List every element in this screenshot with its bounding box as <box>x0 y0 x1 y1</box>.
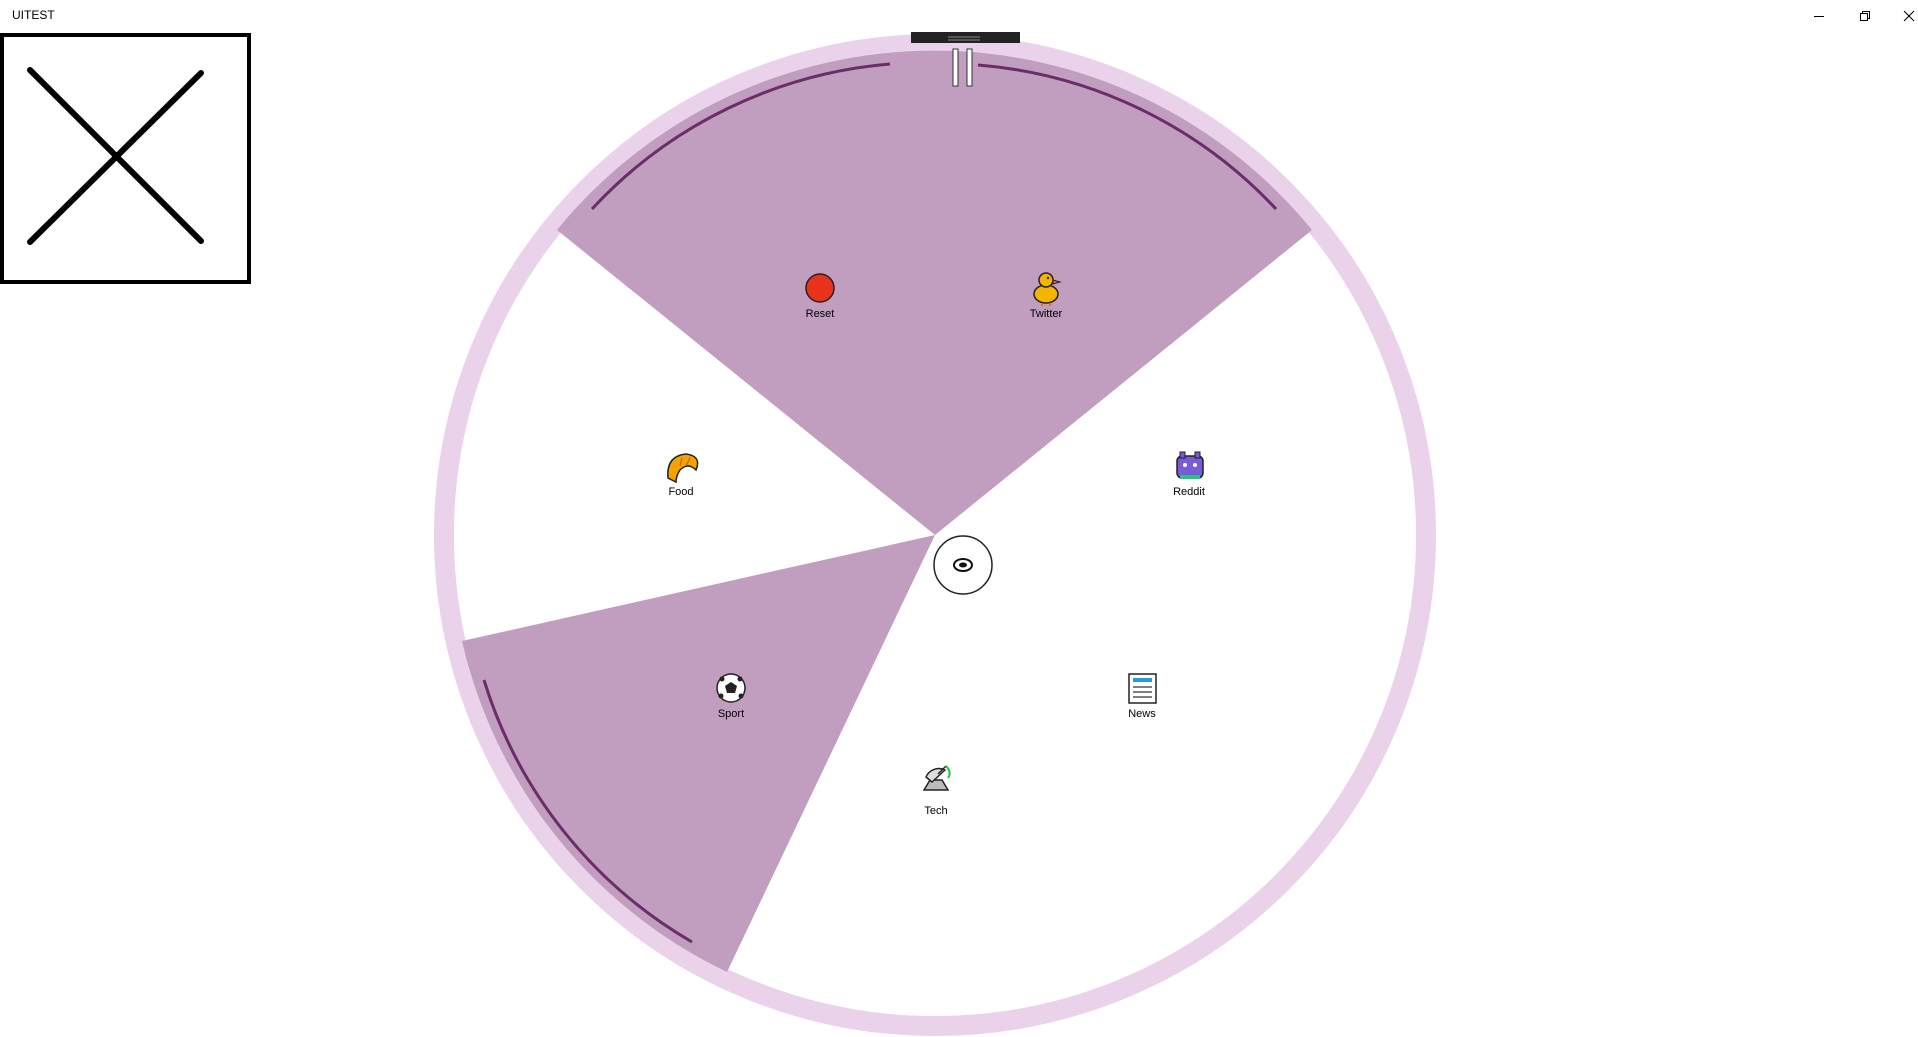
outer-ring <box>434 34 1436 1036</box>
menu-item-news-label: News <box>1128 708 1156 720</box>
red-circle-icon <box>805 273 835 303</box>
restore-button[interactable] <box>1842 0 1888 31</box>
newspaper-icon <box>1128 673 1157 704</box>
accent-arc-top-left <box>590 62 891 211</box>
menu-item-reddit-label: Reddit <box>1173 486 1205 498</box>
minimize-button[interactable] <box>1796 0 1842 31</box>
accent-arc-sport <box>482 679 693 944</box>
menu-item-reset[interactable]: Reset <box>805 273 835 320</box>
sector-top-selected[interactable] <box>557 50 1312 535</box>
image-placeholder <box>0 33 251 284</box>
menu-item-food[interactable]: Food <box>667 453 699 498</box>
title-bar: UITEST <box>0 0 1918 31</box>
pause-button[interactable] <box>952 48 973 87</box>
chick-icon <box>1033 272 1062 306</box>
center-button[interactable] <box>933 535 993 595</box>
menu-item-news[interactable]: News <box>1128 673 1157 720</box>
menu-item-tech-label: Tech <box>924 805 947 817</box>
close-icon <box>1903 10 1915 21</box>
minimize-icon <box>1814 15 1824 17</box>
broken-image-icon <box>0 33 251 284</box>
accent-arc-top-right <box>977 63 1278 211</box>
satellite-dish-icon <box>922 765 951 791</box>
app-title: UITEST <box>12 8 55 22</box>
alien-monster-icon <box>1176 451 1204 479</box>
menu-item-reddit[interactable]: Reddit <box>1173 451 1205 498</box>
menu-item-reset-label: Reset <box>806 308 835 320</box>
drag-handle[interactable] <box>911 32 1020 43</box>
croissant-icon <box>667 453 699 484</box>
soccer-ball-icon <box>716 673 746 703</box>
close-button[interactable] <box>1886 0 1918 31</box>
menu-item-sport[interactable]: Sport <box>716 673 746 720</box>
sector-sport-selected[interactable] <box>462 535 935 972</box>
menu-item-twitter-label: Twitter <box>1030 308 1063 320</box>
restore-icon <box>1860 10 1870 21</box>
pause-icon <box>952 48 973 87</box>
menu-item-sport-label: Sport <box>718 708 744 720</box>
hub-icon <box>953 558 973 572</box>
menu-item-tech[interactable]: Tech <box>922 765 951 817</box>
menu-item-food-label: Food <box>668 486 693 498</box>
menu-item-twitter[interactable]: Twitter <box>1030 272 1063 320</box>
